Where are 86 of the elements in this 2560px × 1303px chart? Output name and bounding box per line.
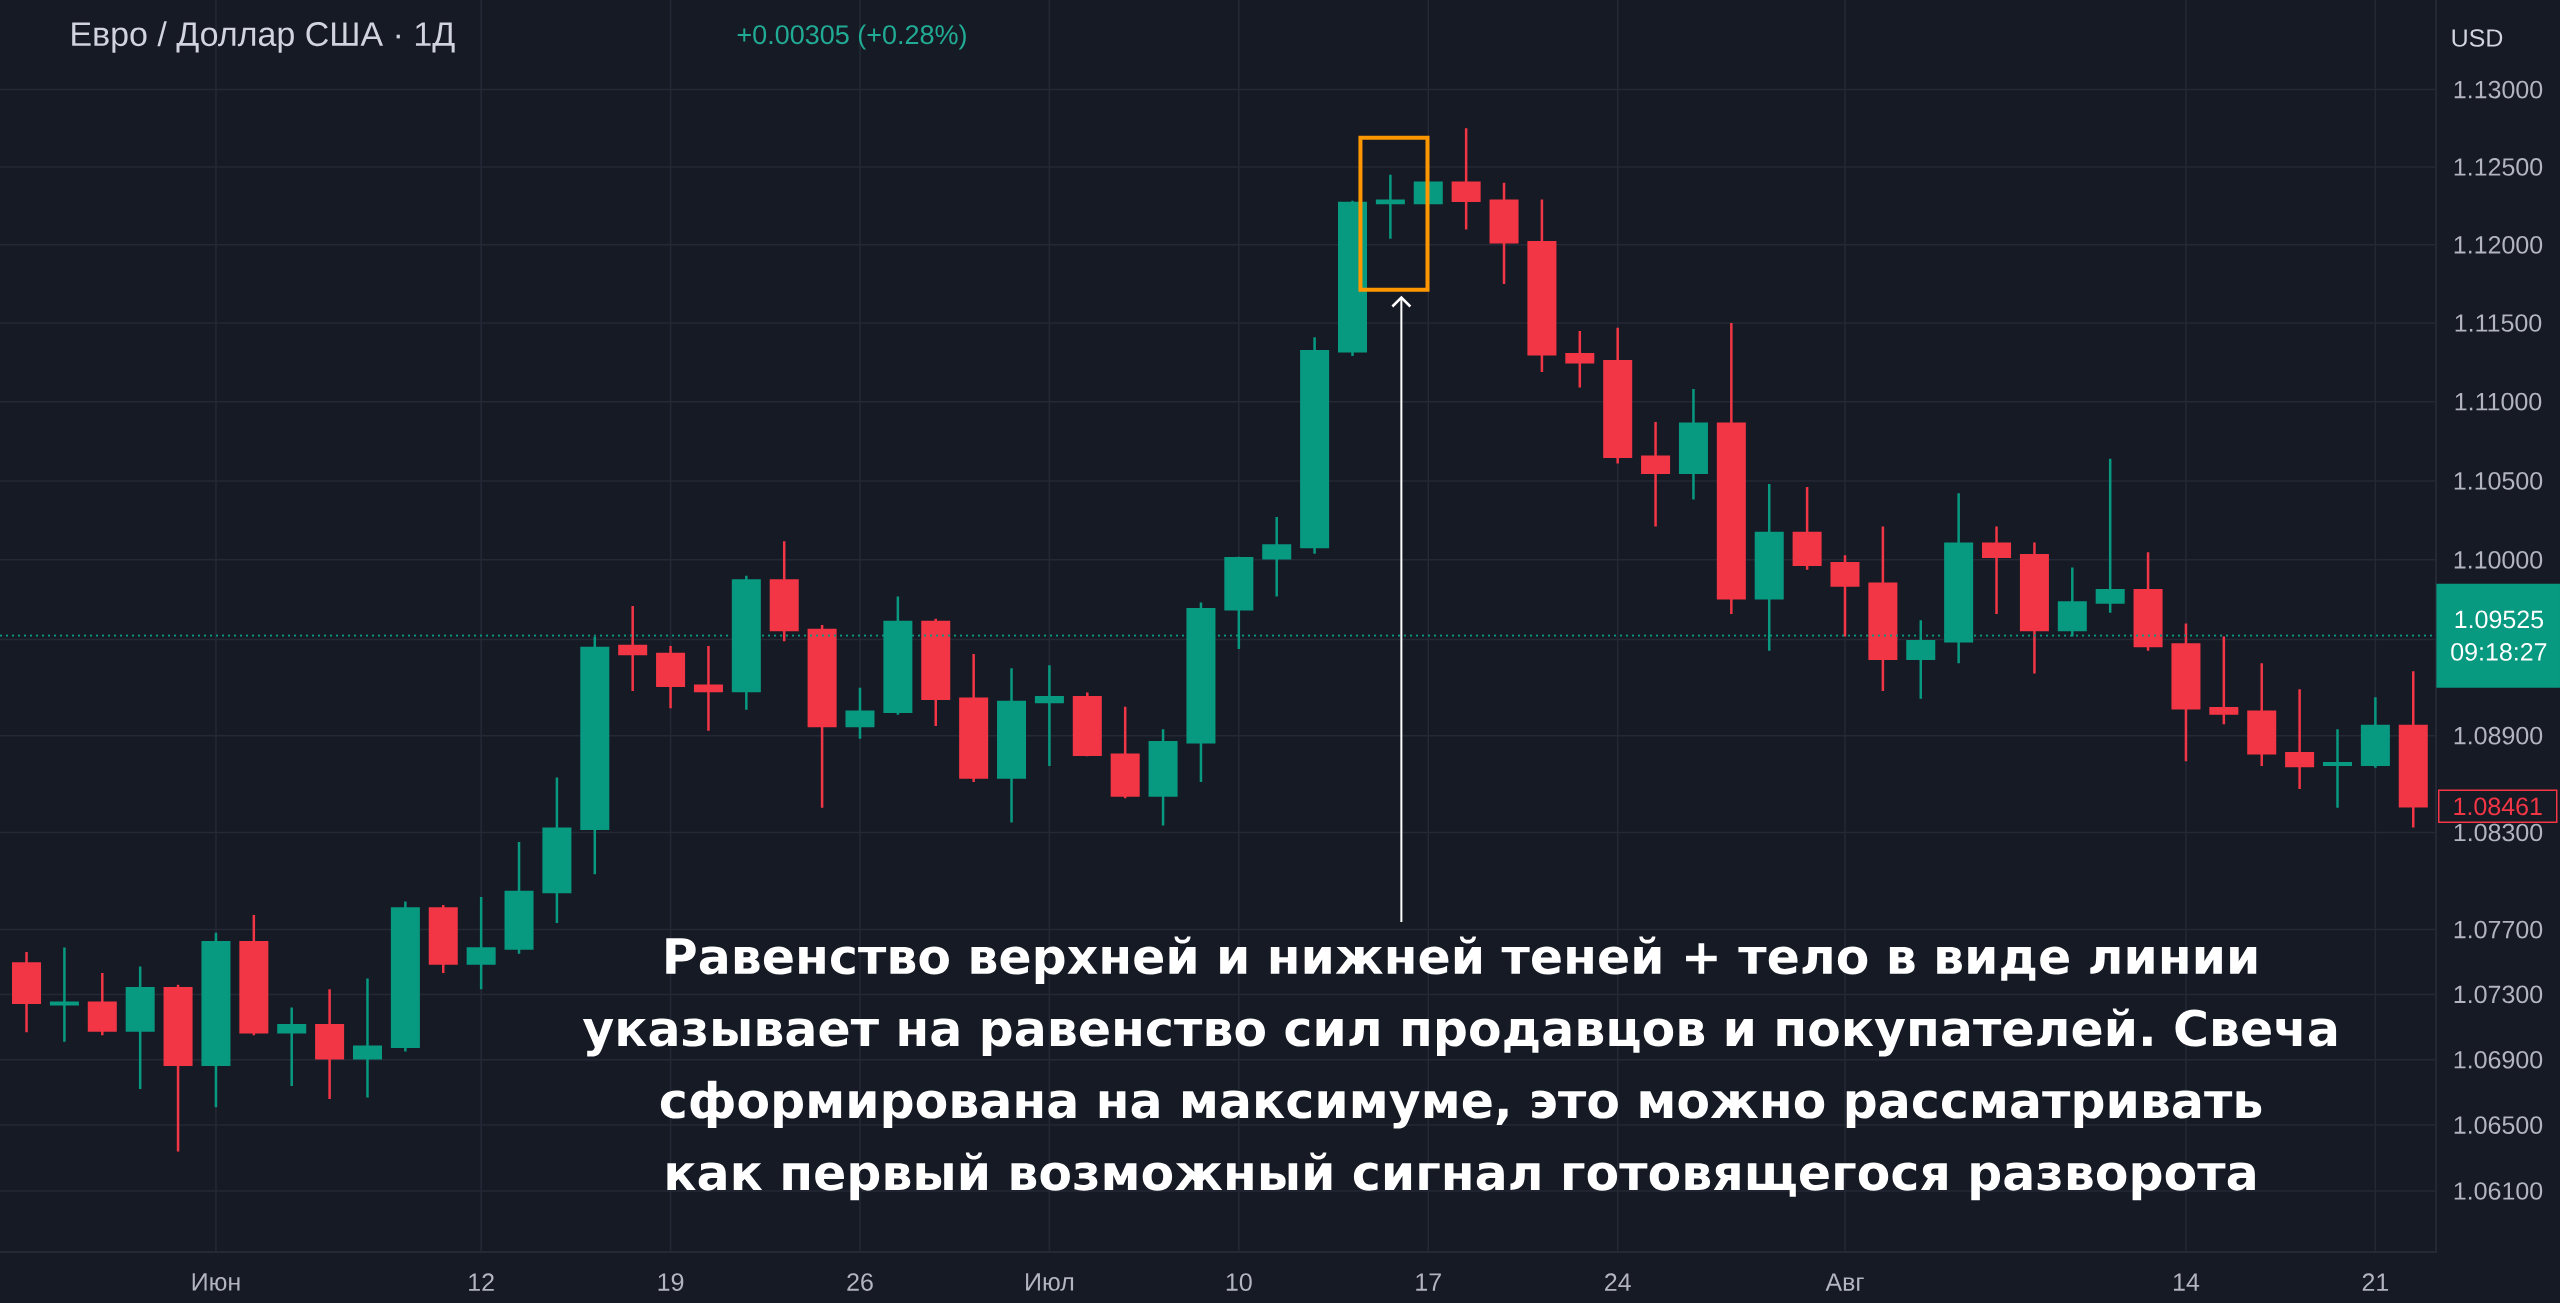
y-tick-label: 1.12000 xyxy=(2454,236,2543,254)
x-tick-label: 12 xyxy=(469,1273,494,1291)
annotation: Равенство верхней и нижней теней + тело в виде линии указывает на равенство сил продавцов и покупателей. Свеча сформирована на максимуме, это можно рассматривать как первый возможный сигнал готовящегося разворота xyxy=(582,936,2337,1201)
y-tick-label: 1.07300 xyxy=(2454,985,2543,1004)
candlestick xyxy=(2247,662,2277,768)
candlestick xyxy=(1716,321,1746,616)
x-tick-label: Июл xyxy=(1026,1273,1074,1291)
candlestick xyxy=(125,965,155,1091)
candlestick xyxy=(2360,695,2390,769)
candlestick xyxy=(315,988,345,1101)
candlestick xyxy=(1641,420,1671,528)
candlestick xyxy=(12,950,42,1034)
y-tick-label: 1.11500 xyxy=(2455,314,2542,332)
candlestick xyxy=(807,623,837,809)
candlestick xyxy=(845,686,875,741)
candlestick xyxy=(2285,687,2315,791)
y-tick-label: 1.11000 xyxy=(2455,392,2542,411)
candlestick xyxy=(2095,457,2125,614)
candlestick xyxy=(163,983,193,1153)
text: 09:18:27 xyxy=(2451,643,2547,661)
candlestick xyxy=(87,971,117,1037)
candlestick xyxy=(466,895,496,991)
candlestick xyxy=(921,617,951,728)
candlestick xyxy=(997,666,1027,824)
candlestick xyxy=(1489,181,1519,286)
y-tick-label: 1.08900 xyxy=(2454,726,2543,745)
candlestick xyxy=(49,946,79,1044)
candlestick xyxy=(959,652,989,784)
x-tick-label: 24 xyxy=(1605,1273,1631,1291)
x-tick-label: 14 xyxy=(2173,1273,2200,1291)
candlestick xyxy=(428,903,458,975)
candlestick xyxy=(693,644,723,733)
y-tick-label: 1.10000 xyxy=(2454,551,2543,569)
candlestick xyxy=(1300,335,1330,555)
candlestick xyxy=(1110,705,1140,800)
candlestick xyxy=(277,1006,307,1088)
candlestick xyxy=(2209,635,2239,726)
candlestick xyxy=(1603,326,1633,465)
text: USD xyxy=(2452,29,2503,47)
y-tick-label: 1.07700 xyxy=(2454,920,2543,939)
candlestick xyxy=(769,539,799,643)
text: +0.00305 (+0.28%) xyxy=(737,24,966,50)
x-tick-label: 19 xyxy=(658,1273,684,1291)
candlestick xyxy=(239,913,269,1037)
ref-line-label: 1.09525 xyxy=(2455,610,2544,629)
candlestick xyxy=(1565,329,1595,389)
text: 1.08461 xyxy=(2454,797,2542,816)
y-tick-label: 1.13000 xyxy=(2454,80,2543,99)
candlestick xyxy=(618,604,648,693)
candlestick xyxy=(2398,670,2428,829)
y-tick-label: 1.08300 xyxy=(2454,823,2543,842)
candlestick xyxy=(1262,515,1292,598)
candlestick xyxy=(2171,622,2201,763)
candlestick xyxy=(1527,198,1557,374)
candlestick xyxy=(1868,525,1898,693)
candlestick xyxy=(1072,691,1102,758)
candlestick xyxy=(1337,199,1367,358)
x-tick-label: 17 xyxy=(1416,1273,1441,1291)
candlestick xyxy=(390,900,420,1053)
candlestick xyxy=(2322,728,2353,809)
candlestick xyxy=(2133,550,2163,653)
x-tick-label: 21 xyxy=(2362,1273,2389,1291)
candlestick xyxy=(352,977,382,1099)
x-tick-label: Авг xyxy=(1825,1273,1864,1291)
candlestick xyxy=(2019,541,2049,675)
candlestick xyxy=(201,931,231,1109)
x-tick-label: 26 xyxy=(847,1273,873,1291)
candlestick xyxy=(1148,728,1178,827)
candlestick xyxy=(1034,663,1064,768)
candlestick xyxy=(1792,485,1822,571)
y-tick-label: 1.06500 xyxy=(2454,1116,2543,1134)
candlestick xyxy=(1451,127,1481,231)
y-tick-label: 1.06900 xyxy=(2454,1050,2543,1069)
y-tick-label: 1.06100 xyxy=(2454,1182,2543,1200)
candlestick xyxy=(1678,387,1708,501)
candlestick xyxy=(1830,554,1860,638)
candlestick xyxy=(1982,525,2012,616)
candlestick xyxy=(1375,173,1405,240)
candlestick xyxy=(542,776,572,925)
x-tick-label: 10 xyxy=(1226,1273,1252,1291)
y-tick-label: 1.10500 xyxy=(2454,472,2543,490)
y-tick-label: 1.12500 xyxy=(2454,158,2543,176)
candlestick xyxy=(504,840,534,956)
candlestick xyxy=(656,644,686,710)
text: Евро / Доллар США · 1Д xyxy=(72,21,455,53)
x-tick-label: Июн xyxy=(192,1273,240,1291)
